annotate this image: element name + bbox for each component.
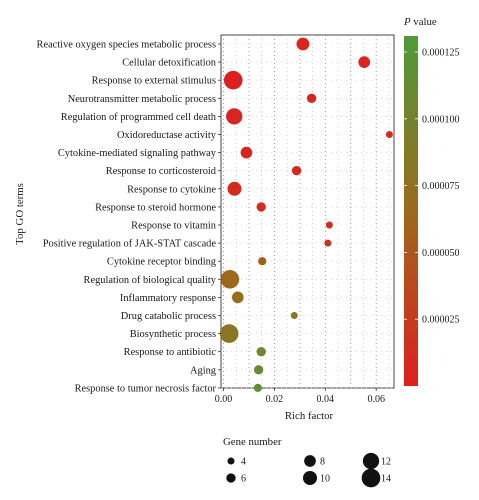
data-point-bubble xyxy=(325,221,333,229)
size-legend-label: 10 xyxy=(320,474,330,485)
y-tick-label: Response to tumor necrosis factor xyxy=(75,383,217,394)
plot-area xyxy=(219,34,395,392)
color-tick-label: 0.000050 xyxy=(422,248,460,259)
x-tick-label: 0.00 xyxy=(215,394,233,405)
data-point-bubble xyxy=(223,70,243,90)
size-legend-bubble xyxy=(361,468,381,488)
y-tick-label: Inflammatory response xyxy=(120,293,216,304)
data-point-bubble xyxy=(253,365,264,375)
y-tick-label: Cytokine-mediated signaling pathway xyxy=(58,148,217,159)
data-point-bubble xyxy=(256,347,266,357)
y-tick-label: Response to antibiotic xyxy=(124,347,217,358)
color-legend-title: P value xyxy=(403,16,437,28)
data-point-bubble xyxy=(291,166,302,176)
data-point-bubble xyxy=(231,291,244,304)
size-legend-label: 8 xyxy=(320,457,325,468)
y-tick-label: Regulation of biological quality xyxy=(84,275,217,286)
data-point-bubble xyxy=(385,130,393,139)
y-tick-label: Response to cytokine xyxy=(127,184,216,195)
x-axis: 0.00 0.02 0.04 0.06 xyxy=(215,388,385,405)
color-tick-label: 0.000125 xyxy=(422,48,460,59)
color-legend-title-italic: P xyxy=(403,16,411,28)
y-axis-title: Top GO terms xyxy=(14,183,26,245)
size-legend-bubble xyxy=(304,455,316,467)
color-tick-label: 0.000075 xyxy=(422,181,460,192)
data-point-bubble xyxy=(290,311,298,320)
y-tick-label: Cellular detoxification xyxy=(122,58,217,69)
data-point-bubble xyxy=(220,269,240,289)
data-point-bubble xyxy=(219,324,239,343)
y-tick-label: Aging xyxy=(190,365,216,376)
plot-border xyxy=(220,34,395,389)
color-bar xyxy=(404,36,418,386)
y-tick-label: Response to steroid hormone xyxy=(95,202,216,213)
data-point-bubble xyxy=(258,257,267,266)
p-value-color-legend: P value 0.000025 0.000050 0.000075 0.000100 0… xyxy=(403,16,460,386)
size-legend-label: 4 xyxy=(241,457,246,468)
data-point-bubble xyxy=(306,93,317,103)
size-legend-bubble xyxy=(362,452,380,470)
data-point-bubble xyxy=(226,108,243,125)
data-point-bubble xyxy=(358,56,371,68)
y-tick-label: Positive regulation of JAK-STAT cascade xyxy=(43,239,217,250)
y-tick-label: Cytokine receptor binding xyxy=(107,257,216,268)
y-tick-label: Response to corticosteroid xyxy=(106,166,217,177)
y-tick-label: Response to external stimulus xyxy=(92,76,216,87)
size-legend-label: 14 xyxy=(381,474,391,485)
data-point-bubble xyxy=(324,239,332,247)
y-axis: Reactive oxygen species metabolic proces… xyxy=(37,40,221,394)
size-legend-label: 12 xyxy=(381,457,391,468)
color-tick-label: 0.000025 xyxy=(422,315,460,326)
y-tick-label: Oxidoreductase activity xyxy=(117,130,217,141)
y-tick-label: Biosynthetic process xyxy=(130,329,216,340)
gene-number-size-legend: Gene number 4 6 8 10 12 14 xyxy=(223,436,391,488)
y-tick-label: Drug catabolic process xyxy=(121,311,216,322)
size-legend-title: Gene number xyxy=(223,436,282,448)
size-legend-bubble xyxy=(303,471,317,485)
data-point-bubble xyxy=(227,181,242,196)
x-tick-label: 0.02 xyxy=(266,394,284,405)
data-point-bubble xyxy=(256,202,266,212)
y-tick-label: Regulation of programmed cell death xyxy=(61,112,217,123)
x-tick-label: 0.04 xyxy=(317,394,335,405)
x-tick-label: 0.06 xyxy=(367,394,385,405)
data-point-bubble xyxy=(296,37,310,51)
color-tick-label: 0.000100 xyxy=(422,114,460,125)
color-legend-title-rest: value xyxy=(411,16,437,28)
y-tick-label: Reactive oxygen species metabolic proces… xyxy=(37,40,216,51)
size-legend-bubble xyxy=(227,457,235,465)
y-tick-label: Response to vitamin xyxy=(131,221,217,232)
data-point-bubble xyxy=(253,383,262,392)
y-tick-label: Neurotransmitter metabolic process xyxy=(68,94,216,105)
data-point-bubble xyxy=(240,146,253,159)
size-legend-bubble xyxy=(226,473,236,483)
x-axis-title: Rich factor xyxy=(285,410,334,422)
size-legend-label: 6 xyxy=(241,474,246,485)
